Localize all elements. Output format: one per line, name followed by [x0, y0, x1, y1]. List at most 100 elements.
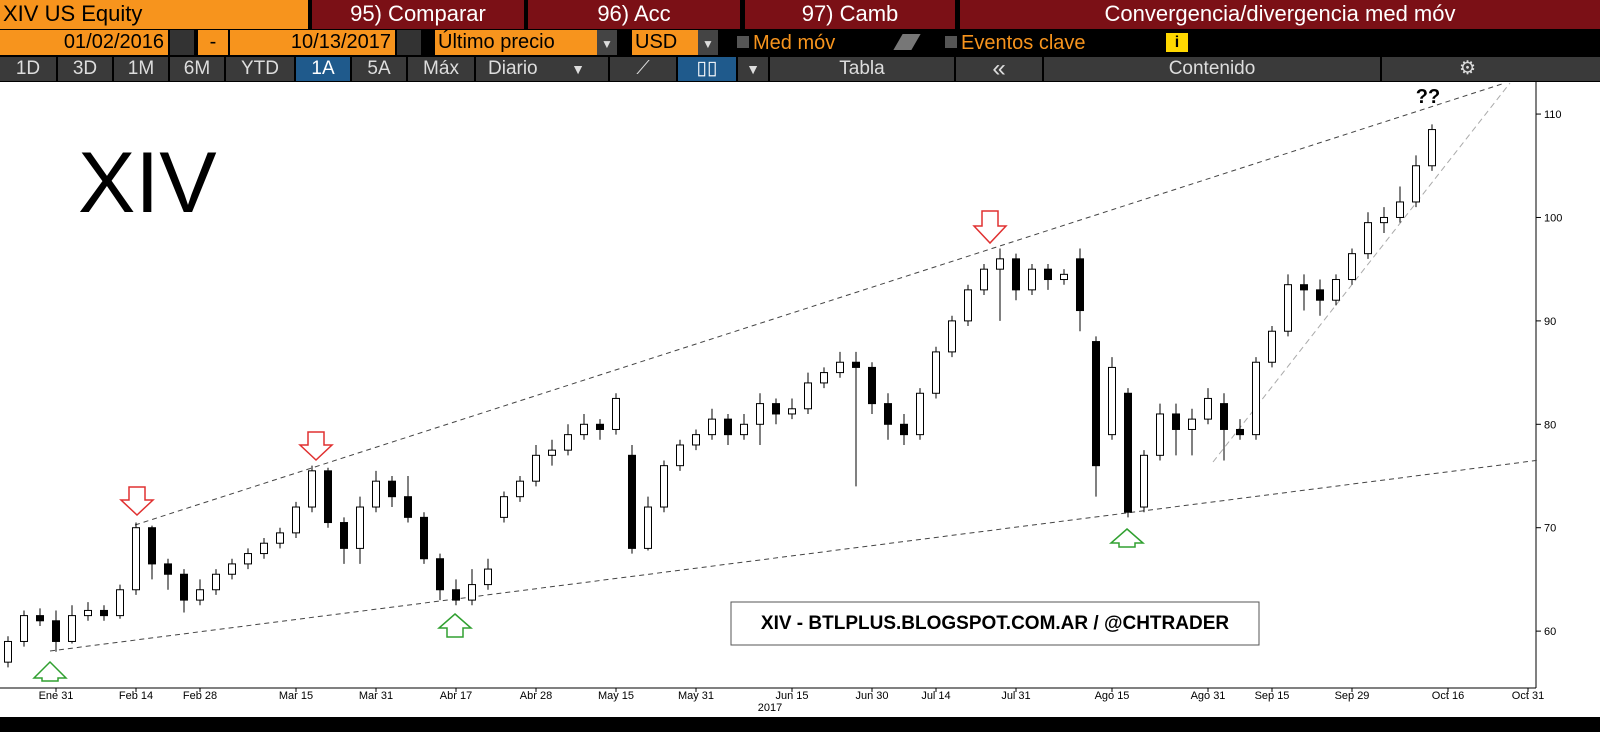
tab[interactable]: 97) Camb — [745, 0, 955, 29]
info-icon[interactable]: i — [1166, 33, 1188, 52]
end-date[interactable]: 10/13/2017 — [230, 30, 395, 55]
candle-body — [852, 361, 860, 368]
candle-body — [180, 573, 188, 601]
x-tick-label: Ago 15 — [1095, 690, 1130, 702]
candle-body — [1108, 366, 1116, 436]
candle-body — [68, 615, 76, 642]
period-button[interactable]: 5A — [352, 57, 406, 81]
start-date[interactable]: 01/02/2016 — [0, 30, 168, 55]
candle-body — [932, 351, 940, 394]
candle-body — [564, 434, 572, 451]
candle-body — [388, 480, 396, 498]
settings-icon[interactable]: ⚙ — [1382, 57, 1600, 81]
candle-body — [1300, 284, 1308, 291]
annotation: ?? — [1416, 86, 1440, 108]
checkbox-label[interactable]: Eventos clave — [961, 32, 1086, 54]
ticker[interactable]: XIV US Equity — [0, 0, 308, 29]
candle-body — [1268, 330, 1276, 363]
candle-body — [1348, 253, 1356, 281]
period-button[interactable]: Máx — [408, 57, 474, 81]
trend-line — [49, 459, 1541, 652]
x-tick-label: May 15 — [598, 690, 634, 702]
period-button[interactable]: 6M — [170, 57, 224, 81]
period-button[interactable]: 3D — [58, 57, 112, 81]
dropdown-arrow[interactable]: ▼ — [548, 57, 608, 81]
candle-body — [356, 506, 364, 549]
candle-body — [580, 423, 588, 436]
candle-body — [1396, 201, 1404, 218]
trend-line — [1212, 82, 1511, 463]
candle-body — [1364, 222, 1372, 255]
y-tick-label: 90 — [1544, 316, 1556, 328]
candle-body — [692, 434, 700, 446]
dropdown-arrow[interactable]: ▼ — [597, 30, 617, 55]
candle-body — [1428, 129, 1436, 167]
period-button[interactable]: 1M — [114, 57, 168, 81]
checkbox[interactable] — [945, 36, 957, 48]
candle-body — [532, 454, 540, 482]
candle-body — [916, 392, 924, 436]
candle-body — [548, 449, 556, 456]
candle-body — [724, 418, 732, 436]
candle-body — [1188, 418, 1196, 430]
back-button[interactable]: « — [956, 57, 1042, 81]
candle-body — [196, 589, 204, 601]
candle-body — [468, 584, 476, 601]
candle-body — [628, 454, 636, 549]
x-tick-label: Oct 16 — [1432, 690, 1464, 702]
line-chart-icon[interactable]: ⟋ — [610, 57, 676, 81]
period-button-selected[interactable]: 1A — [296, 57, 350, 81]
dropdown-arrow[interactable]: ▼ — [698, 30, 718, 55]
calendar-icon[interactable] — [397, 30, 421, 55]
candle-body — [1236, 428, 1244, 436]
currency[interactable]: USD — [632, 30, 698, 55]
candle-body — [644, 506, 652, 549]
x-tick-label: Sep 15 — [1255, 690, 1290, 702]
period-button[interactable]: 1D — [0, 57, 56, 81]
candle-body — [1380, 216, 1388, 224]
calendar-icon[interactable] — [170, 30, 194, 55]
tab[interactable]: 95) Comparar — [312, 0, 524, 29]
price-field[interactable]: Último precio — [435, 30, 597, 55]
trend-line — [134, 82, 1506, 526]
candle-body — [660, 465, 668, 508]
up-arrow — [437, 613, 473, 638]
period-button[interactable]: YTD — [226, 57, 294, 81]
candle-body — [516, 480, 524, 498]
y-tick-label: 70 — [1544, 523, 1556, 535]
candle-body — [244, 553, 252, 565]
candle-body — [1140, 454, 1148, 508]
date-separator: - — [198, 30, 228, 55]
candle-body — [308, 470, 316, 508]
x-tick-label: Mar 15 — [279, 690, 313, 702]
candle-body — [596, 423, 604, 430]
candle-body — [1204, 397, 1212, 420]
y-tick-label: 80 — [1544, 419, 1556, 431]
candle-body — [1124, 392, 1132, 513]
x-tick-label: Jun 30 — [855, 690, 888, 702]
checkbox[interactable] — [737, 36, 749, 48]
dropdown-arrow[interactable]: ▼ — [738, 57, 768, 81]
x-tick-label: Ago 31 — [1191, 690, 1226, 702]
x-tick-label: Feb 28 — [183, 690, 217, 702]
down-arrows — [119, 210, 1008, 517]
contents-button[interactable]: Contenido — [1044, 57, 1380, 81]
candle-body — [276, 532, 284, 544]
candle-body — [84, 609, 92, 617]
candle-body — [996, 258, 1004, 270]
candle-body — [372, 480, 380, 508]
tab[interactable]: 96) Acc — [528, 0, 740, 29]
checkbox-label[interactable]: Med móv — [753, 32, 836, 54]
x-tick-label: Jul 31 — [1001, 690, 1030, 702]
y-tick-label: 100 — [1544, 212, 1562, 224]
candle-chart-icon[interactable]: ▯▯ — [678, 57, 736, 81]
x-axis-year: 2017 — [758, 702, 782, 714]
candle-body — [1172, 413, 1180, 430]
frequency[interactable]: Diario — [476, 57, 560, 81]
credit-box — [730, 601, 1260, 646]
candle-body — [292, 506, 300, 534]
x-tick-label: Abr 28 — [520, 690, 552, 702]
table-button[interactable]: Tabla — [770, 57, 954, 81]
candle-body — [772, 403, 780, 415]
